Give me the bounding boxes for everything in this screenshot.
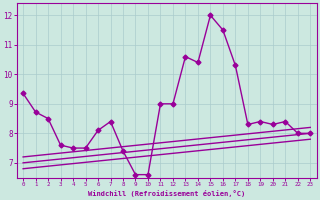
X-axis label: Windchill (Refroidissement éolien,°C): Windchill (Refroidissement éolien,°C)	[88, 190, 245, 197]
